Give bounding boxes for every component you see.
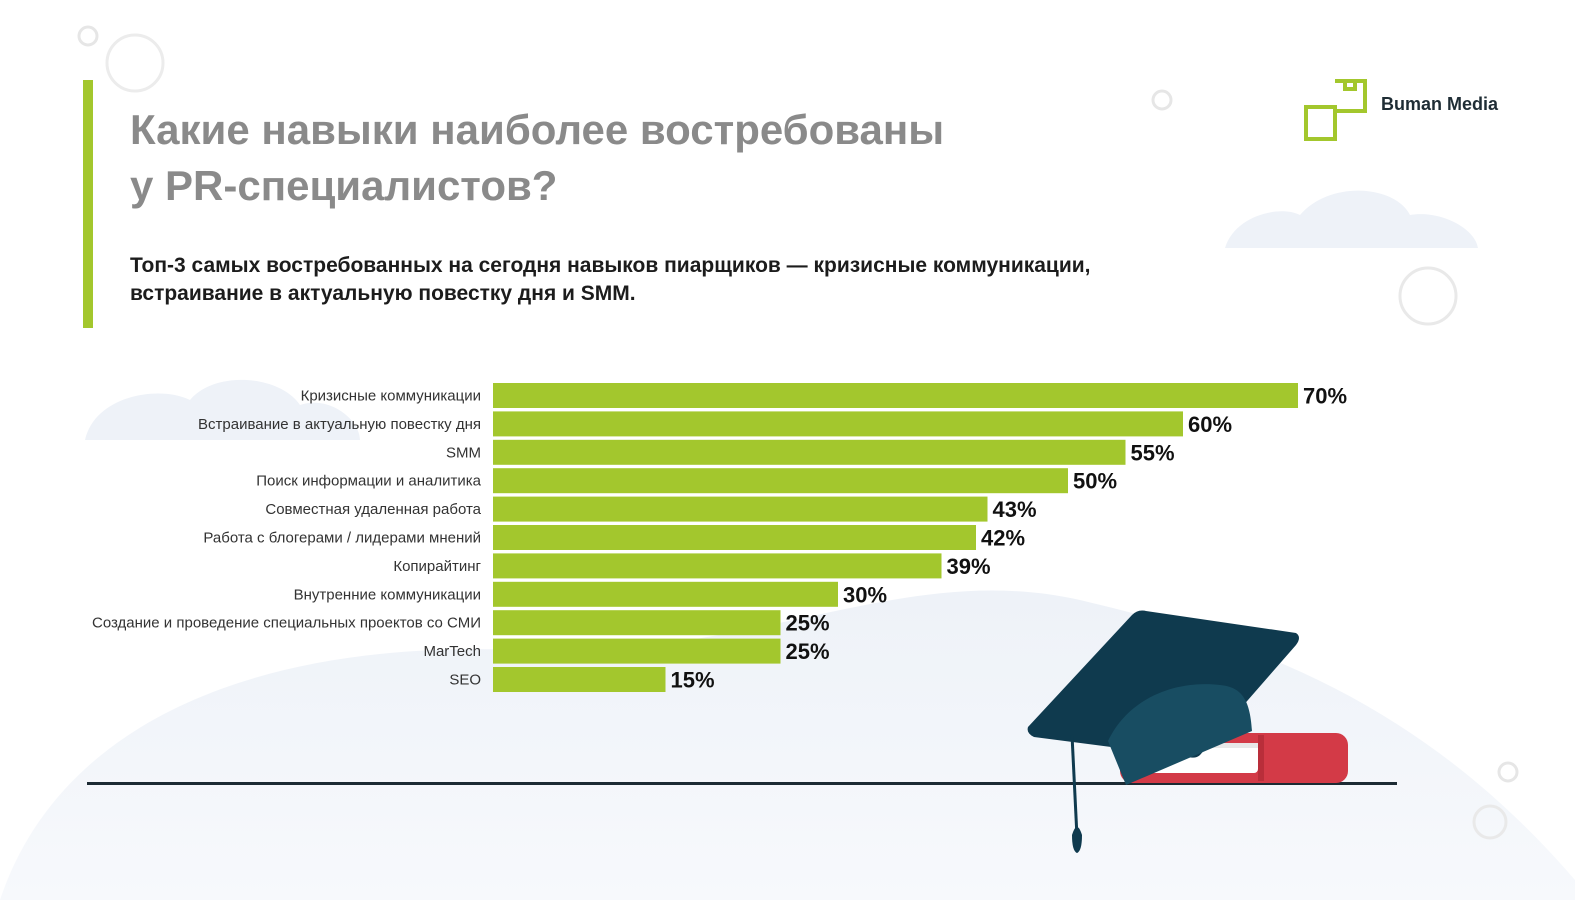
background-cloud [1225,190,1478,248]
bar [493,581,838,607]
value-label: 15% [671,668,715,693]
category-label: MarTech [423,643,481,660]
decor-circle [77,25,99,47]
value-label: 25% [786,611,830,636]
bar [493,638,781,664]
category-label: SEO [449,672,481,689]
bar [493,667,666,692]
bar [493,525,976,550]
subtitle-line-1: Топ-3 самых востребованных на сегодня на… [130,254,1091,277]
value-label: 43% [993,497,1037,522]
baseline-line [87,782,1397,785]
value-label: 30% [843,582,887,607]
bar [493,411,1183,437]
title-line-1: Какие навыки наиболее востребованы [130,106,945,153]
category-label: Внутренние коммуникации [294,586,481,603]
brand-name: Buman Media [1381,94,1499,114]
title-accent-bar [83,80,93,328]
bar [493,383,1298,408]
brand-logo: Buman Media [1303,77,1533,147]
background-cloud [85,379,360,440]
category-label: SMM [446,444,481,461]
decor-circle [105,33,165,93]
value-label: 50% [1073,469,1117,494]
category-label: Кризисные коммуникации [301,388,481,405]
bar [493,553,942,579]
decor-circle [1151,89,1173,111]
graduation-cap-icon [1027,610,1348,853]
title-line-2: у PR-специалистов? [130,162,558,209]
decor-circle [1497,761,1519,783]
decor-circle [1472,804,1508,840]
category-label: Создание и проведение специальных проект… [92,615,481,632]
page-title: Какие навыки наиболее востребованы у PR-… [130,102,1130,214]
category-label: Встраивание в актуальную повестку дня [198,416,481,433]
value-label: 25% [786,639,830,664]
subtitle-line-2: встраивание в актуальную повестку дня и … [130,282,636,305]
page-subtitle: Топ-3 самых востребованных на сегодня на… [130,252,1280,308]
category-label: Совместная удаленная работа [265,501,481,518]
value-label: 42% [981,526,1025,551]
category-label: Работа с блогерами / лидерами мнений [203,530,481,547]
value-label: 55% [1131,440,1175,465]
bar [493,496,988,522]
value-label: 60% [1188,412,1232,437]
bar [493,610,781,636]
logo-mark-icon [1304,79,1367,141]
bar [493,439,1126,465]
category-label: Копирайтинг [393,558,481,575]
value-label: 39% [947,554,991,579]
decor-circle [1398,266,1458,326]
bar [493,468,1068,494]
value-label: 70% [1303,384,1347,409]
category-label: Поиск информации и аналитика [256,473,481,490]
